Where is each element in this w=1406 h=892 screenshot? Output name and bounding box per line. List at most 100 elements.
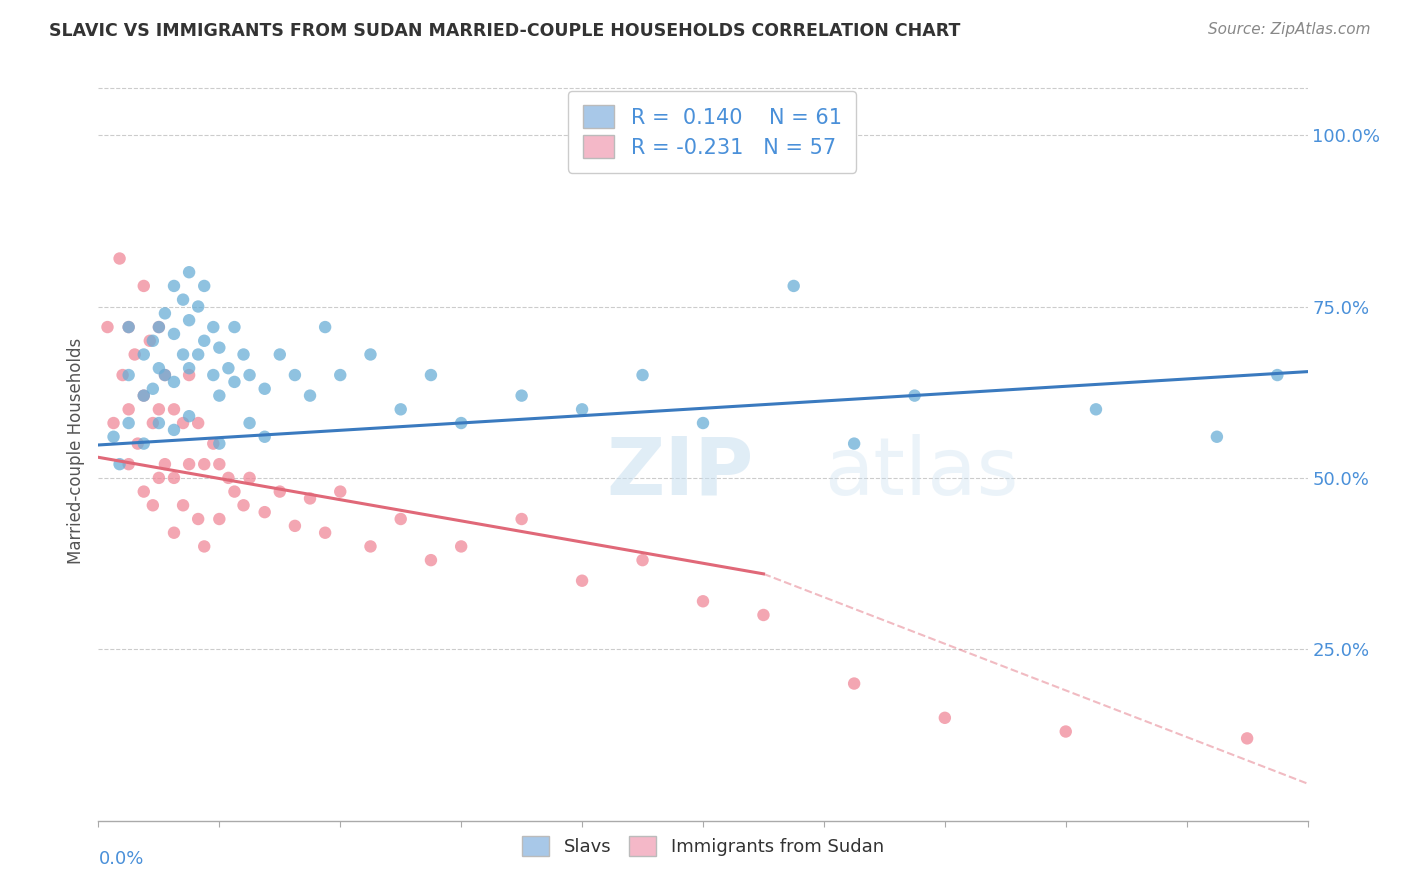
- Point: [179, 313, 201, 327]
- Point: [193, 334, 215, 348]
- Point: [142, 498, 165, 512]
- Point: [179, 265, 201, 279]
- Point: [118, 457, 141, 471]
- Point: [132, 484, 155, 499]
- Point: [103, 416, 125, 430]
- Point: [118, 402, 141, 417]
- Point: [752, 607, 775, 622]
- Point: [163, 471, 186, 485]
- Point: [153, 368, 176, 382]
- Point: [132, 389, 155, 403]
- Point: [217, 471, 239, 485]
- Point: [132, 436, 155, 450]
- Point: [202, 436, 225, 450]
- Point: [299, 389, 322, 403]
- Point: [153, 457, 176, 471]
- Point: [153, 306, 176, 320]
- Point: [420, 553, 443, 567]
- Point: [208, 389, 231, 403]
- Point: [1054, 724, 1077, 739]
- Point: [148, 471, 170, 485]
- Point: [284, 368, 307, 382]
- Text: ZIP: ZIP: [606, 434, 754, 512]
- Y-axis label: Married-couple Households: Married-couple Households: [66, 337, 84, 564]
- Point: [1206, 430, 1229, 444]
- Point: [148, 320, 170, 334]
- Point: [934, 711, 956, 725]
- Point: [108, 252, 131, 266]
- Point: [142, 382, 165, 396]
- Point: [118, 320, 141, 334]
- Point: [389, 512, 412, 526]
- Point: [179, 457, 201, 471]
- Point: [224, 320, 246, 334]
- Point: [118, 416, 141, 430]
- Point: [187, 416, 209, 430]
- Point: [172, 416, 194, 430]
- Point: [232, 347, 254, 361]
- Point: [163, 402, 186, 417]
- Text: 0.0%: 0.0%: [98, 850, 143, 868]
- Point: [111, 368, 134, 382]
- Point: [904, 389, 927, 403]
- Point: [631, 553, 654, 567]
- Point: [1267, 368, 1289, 382]
- Point: [299, 491, 322, 506]
- Point: [571, 574, 593, 588]
- Point: [202, 320, 225, 334]
- Point: [132, 279, 155, 293]
- Point: [179, 361, 201, 376]
- Point: [108, 457, 131, 471]
- Point: [163, 375, 186, 389]
- Point: [179, 368, 201, 382]
- Point: [172, 347, 194, 361]
- Text: atlas: atlas: [824, 434, 1018, 512]
- Point: [187, 347, 209, 361]
- Point: [692, 416, 714, 430]
- Point: [314, 320, 336, 334]
- Text: SLAVIC VS IMMIGRANTS FROM SUDAN MARRIED-COUPLE HOUSEHOLDS CORRELATION CHART: SLAVIC VS IMMIGRANTS FROM SUDAN MARRIED-…: [49, 22, 960, 40]
- Point: [124, 347, 146, 361]
- Point: [269, 484, 291, 499]
- Text: Source: ZipAtlas.com: Source: ZipAtlas.com: [1208, 22, 1371, 37]
- Point: [148, 402, 170, 417]
- Point: [571, 402, 593, 417]
- Point: [172, 293, 194, 307]
- Point: [844, 676, 866, 690]
- Point: [217, 361, 239, 376]
- Point: [329, 368, 352, 382]
- Point: [187, 300, 209, 314]
- Point: [253, 505, 276, 519]
- Point: [692, 594, 714, 608]
- Point: [314, 525, 336, 540]
- Point: [1085, 402, 1108, 417]
- Point: [1236, 731, 1258, 746]
- Point: [132, 389, 155, 403]
- Point: [253, 382, 276, 396]
- Point: [208, 457, 231, 471]
- Point: [142, 416, 165, 430]
- Point: [360, 347, 382, 361]
- Point: [232, 498, 254, 512]
- Point: [783, 279, 806, 293]
- Point: [420, 368, 443, 382]
- Point: [202, 368, 225, 382]
- Point: [631, 368, 654, 382]
- Point: [239, 416, 262, 430]
- Point: [239, 471, 262, 485]
- Point: [208, 512, 231, 526]
- Point: [844, 436, 866, 450]
- Point: [360, 540, 382, 554]
- Point: [269, 347, 291, 361]
- Point: [148, 361, 170, 376]
- Point: [148, 416, 170, 430]
- Point: [132, 347, 155, 361]
- Point: [193, 279, 215, 293]
- Point: [118, 320, 141, 334]
- Point: [224, 484, 246, 499]
- Point: [163, 525, 186, 540]
- Point: [284, 519, 307, 533]
- Point: [139, 334, 162, 348]
- Point: [208, 436, 231, 450]
- Point: [389, 402, 412, 417]
